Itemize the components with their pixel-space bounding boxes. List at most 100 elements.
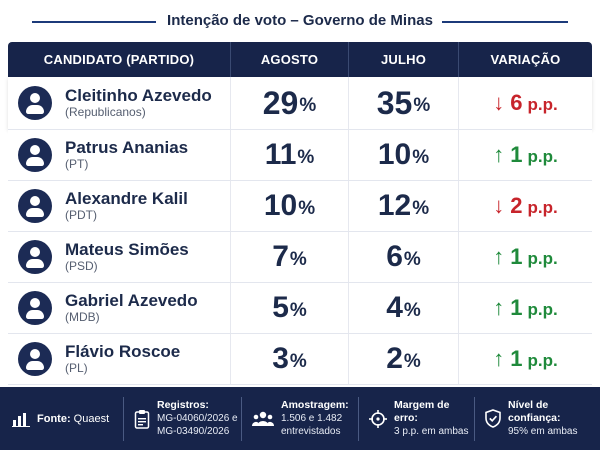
candidate-name: Mateus Simões [65, 240, 189, 259]
clipboard-icon [134, 409, 150, 429]
percent-unit: % [413, 95, 431, 116]
arrow-up-icon: ↑ [493, 142, 505, 167]
august-value: 7 [272, 240, 289, 273]
august-value: 10 [263, 189, 298, 222]
source-value: Quaest [73, 412, 110, 425]
candidate-party: (Republicanos) [65, 105, 146, 119]
table-row: Gabriel Azevedo (MDB) 5% 4% ↑ 1 p.p. [8, 283, 592, 334]
august-cell: 7% [230, 232, 348, 282]
candidate-cell: Gabriel Azevedo (MDB) [8, 283, 230, 333]
variation-cell: ↓ 2 p.p. [458, 181, 592, 231]
footer-source: Fonte: Quaest [0, 397, 123, 441]
july-cell: 10% [348, 130, 458, 180]
margem-label: Margem de erro: [394, 399, 450, 424]
amostragem-label: Amostragem: [281, 399, 349, 411]
july-cell: 2% [348, 334, 458, 384]
august-cell: 10% [230, 181, 348, 231]
candidate-name: Flávio Roscoe [65, 342, 181, 361]
avatar-icon [18, 240, 52, 274]
variation-cell: ↑ 1 p.p. [458, 232, 592, 282]
avatar-icon [18, 189, 52, 223]
arrow-up-icon: ↑ [493, 295, 505, 320]
percent-unit: % [298, 198, 316, 219]
footer: Fonte: Quaest Registros: MG-04060/2026 e… [0, 387, 600, 450]
july-value: 35 [376, 84, 413, 121]
source-label: Fonte: [37, 412, 71, 425]
july-cell: 6% [348, 232, 458, 282]
july-value: 2 [386, 342, 403, 375]
variation-value: 1 [510, 142, 523, 167]
pp-unit: p.p. [527, 300, 558, 319]
candidate-name: Patrus Ananias [65, 138, 189, 157]
header-august: AGOSTO [230, 42, 348, 77]
percent-unit: % [297, 147, 315, 168]
variation-cell: ↓ 6 p.p. [458, 77, 592, 129]
july-cell: 12% [348, 181, 458, 231]
footer-registros: Registros: MG-04060/2026 e MG-03490/2026 [123, 396, 241, 441]
august-value: 11 [264, 138, 297, 171]
percent-unit: % [403, 249, 421, 270]
confianca-label: Nível de confiança: [508, 399, 561, 424]
footer-confianca: Nível de confiança: 95% em ambas [474, 396, 600, 441]
candidate-cell: Flávio Roscoe (PL) [8, 334, 230, 384]
candidate-party: (PT) [65, 157, 89, 171]
candidate-party: (PDT) [65, 208, 97, 222]
august-cell: 29% [230, 77, 348, 129]
candidate-cell: Alexandre Kalil (PDT) [8, 181, 230, 231]
august-cell: 11% [230, 130, 348, 180]
august-cell: 3% [230, 334, 348, 384]
candidate-name: Alexandre Kalil [65, 189, 188, 208]
amostragem-line2: entrevistados [281, 426, 341, 437]
header-candidate: CANDIDATO (PARTIDO) [43, 52, 195, 67]
avatar-icon [18, 342, 52, 376]
table-row: Mateus Simões (PSD) 7% 6% ↑ 1 p.p. [8, 232, 592, 283]
registros-label: Registros: [157, 399, 209, 411]
percent-unit: % [412, 147, 430, 168]
august-value: 5 [272, 291, 289, 324]
august-value: 3 [272, 342, 289, 375]
chart-title: Intenção de voto – Governo de Minas [167, 11, 433, 29]
variation-value: 1 [510, 244, 523, 269]
people-icon [252, 411, 274, 427]
july-value: 6 [386, 240, 403, 273]
percent-unit: % [412, 198, 430, 219]
percent-unit: % [403, 300, 421, 321]
avatar-icon [18, 291, 52, 325]
table-row: Cleitinho Azevedo (Republicanos) 29% 35% ↓ 6 p… [8, 77, 592, 130]
percent-unit: % [289, 351, 307, 372]
candidate-cell: Patrus Ananias (PT) [8, 130, 230, 180]
variation-value: 1 [510, 346, 523, 371]
variation-value: 2 [510, 193, 523, 218]
july-cell: 35% [348, 77, 458, 129]
avatar-icon [18, 86, 52, 120]
pp-unit: p.p. [527, 147, 558, 166]
header-variation: VARIAÇÃO [458, 42, 592, 77]
variation-cell: ↑ 1 p.p. [458, 283, 592, 333]
avatar-icon [18, 138, 52, 172]
title-divider-left [32, 21, 156, 23]
crosshair-icon [369, 409, 387, 428]
candidate-party: (PSD) [65, 259, 98, 273]
bar-chart-icon [12, 411, 30, 427]
variation-value: 1 [510, 295, 523, 320]
shield-check-icon [485, 409, 501, 428]
percent-unit: % [289, 300, 307, 321]
candidate-cell: Cleitinho Azevedo (Republicanos) [8, 77, 230, 129]
table-row: Flávio Roscoe (PL) 3% 2% ↑ 1 p.p. [8, 334, 592, 385]
title-divider-right [442, 21, 568, 23]
july-value: 10 [377, 138, 412, 171]
percent-unit: % [289, 249, 307, 270]
header-july: JULHO [348, 42, 458, 77]
pp-unit: p.p. [527, 198, 558, 217]
table-header: CANDIDATO (PARTIDO) AGOSTO JULHO VARIAÇÃ… [8, 42, 592, 77]
arrow-up-icon: ↑ [493, 346, 505, 371]
amostragem-line1: 1.506 e 1.482 [281, 413, 343, 424]
percent-unit: % [403, 351, 421, 372]
poll-table: CANDIDATO (PARTIDO) AGOSTO JULHO VARIAÇÃ… [8, 42, 592, 385]
candidate-name: Cleitinho Azevedo [65, 86, 212, 105]
pp-unit: p.p. [527, 95, 558, 114]
july-value: 12 [377, 189, 412, 222]
title-row: Intenção de voto – Governo de Minas [0, 0, 600, 40]
variation-cell: ↑ 1 p.p. [458, 130, 592, 180]
pp-unit: p.p. [527, 351, 558, 370]
